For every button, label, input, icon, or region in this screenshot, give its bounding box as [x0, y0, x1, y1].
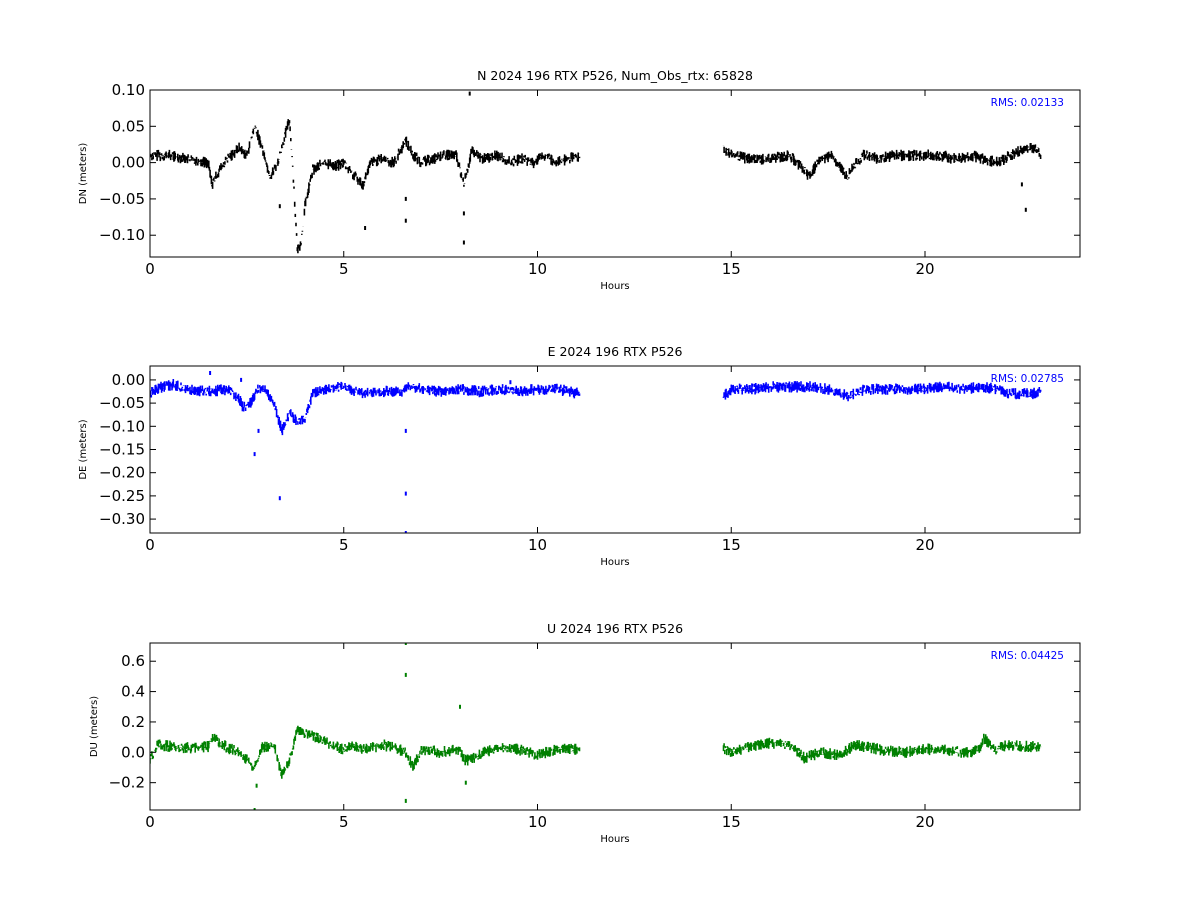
series-trace	[150, 725, 1042, 779]
x-tick-label: 5	[339, 260, 349, 278]
x-tick-label: 5	[339, 536, 349, 554]
x-tick-label: 20	[915, 813, 934, 831]
y-tick-label: 0.05	[112, 117, 145, 135]
outlier-point	[509, 380, 512, 385]
y-tick-label: 0.6	[121, 652, 145, 670]
panel-title: E 2024 196 RTX P526	[548, 344, 683, 359]
data-series	[150, 643, 1042, 810]
x-axis-label: Hours	[600, 281, 629, 292]
outlier-point	[404, 428, 407, 433]
y-tick-label: 0.10	[112, 81, 145, 99]
panel-title: N 2024 196 RTX P526, Num_Obs_rtx: 65828	[477, 68, 753, 83]
y-tick-label: −0.20	[99, 464, 145, 482]
outlier-point	[278, 204, 281, 209]
y-tick-label: −0.30	[99, 510, 145, 528]
y-axis-label: DE (meters)	[78, 419, 89, 479]
outlier-point	[278, 496, 281, 501]
outlier-point	[404, 531, 407, 533]
outlier-point	[253, 452, 256, 457]
x-tick-label: 10	[528, 260, 547, 278]
y-tick-label: 0.0	[121, 743, 145, 761]
panel-up: 0 5 10 15 20 0.6 0.4 0.2 0.0 −0.2 U 2024 196 RTX P…	[89, 621, 1081, 845]
x-tick-label: 20	[915, 536, 934, 554]
x-axis-label: Hours	[600, 834, 629, 845]
x-tick-label: 10	[528, 536, 547, 554]
outlier-point	[404, 672, 407, 677]
x-tick-label: 15	[722, 813, 741, 831]
axes-frame	[149, 365, 1081, 534]
y-tick-label: −0.25	[99, 487, 145, 505]
x-tick-label: 15	[722, 536, 741, 554]
outlier-point	[462, 211, 465, 216]
outlier-point	[253, 808, 256, 810]
panel-title: U 2024 196 RTX P526	[547, 621, 683, 636]
outlier-point	[462, 240, 465, 245]
outlier-point	[404, 218, 407, 223]
y-tick-label: 0.2	[121, 713, 145, 731]
y-tick-label: −0.10	[99, 226, 145, 244]
outlier-point	[464, 780, 467, 785]
outlier-point	[468, 91, 471, 96]
panel-east: 0 5 10 15 20 0.00 −0.05 −0.10 −0.15 −0.20 −0.25 −0.…	[78, 344, 1081, 568]
x-axis-label: Hours	[600, 557, 629, 568]
outlier-point	[404, 196, 407, 201]
x-tick-label: 0	[145, 536, 155, 554]
y-tick-label: 0.00	[112, 154, 145, 172]
x-tick-label: 5	[339, 813, 349, 831]
outlier-point	[459, 704, 461, 709]
axes-frame	[149, 642, 1081, 811]
outlier-point	[1024, 207, 1027, 212]
outlier-point	[257, 428, 260, 433]
x-tick-label: 20	[915, 260, 934, 278]
axes-frame	[149, 89, 1081, 258]
y-tick-label: −0.05	[99, 394, 145, 412]
y-tick-label: −0.15	[99, 441, 145, 459]
x-tick-label: 0	[145, 813, 155, 831]
y-tick-label: −0.10	[99, 417, 145, 435]
y-tick-label: −0.2	[109, 774, 145, 792]
series-trace	[150, 119, 1042, 254]
y-axis-label: DN (meters)	[78, 143, 89, 205]
y-axis-label: DU (meters)	[89, 696, 100, 757]
y-tick-label: 0.4	[121, 683, 145, 701]
outlier-point	[1020, 182, 1023, 187]
outlier-point	[364, 226, 367, 230]
x-tick-label: 10	[528, 813, 547, 831]
outlier-point	[240, 377, 243, 382]
rms-annotation: RMS: 0.02785	[991, 373, 1064, 385]
series-trace	[150, 379, 1042, 436]
outlier-point	[404, 643, 407, 645]
panel-north: 0 5 10 15 20 0.10 0.05 0.00 −0.05 −0.10 N 2024 196…	[78, 68, 1081, 292]
x-tick-label: 15	[722, 260, 741, 278]
outlier-point	[404, 798, 407, 803]
outlier-point	[255, 783, 258, 788]
rms-annotation: RMS: 0.02133	[991, 97, 1064, 109]
y-tick-label: −0.05	[99, 190, 145, 208]
outlier-point	[209, 371, 212, 375]
rms-annotation: RMS: 0.04425	[991, 650, 1064, 662]
y-tick-label: 0.00	[112, 371, 145, 389]
outlier-point	[404, 491, 407, 496]
data-series	[150, 371, 1042, 533]
x-tick-label: 0	[145, 260, 155, 278]
data-series	[150, 91, 1042, 254]
